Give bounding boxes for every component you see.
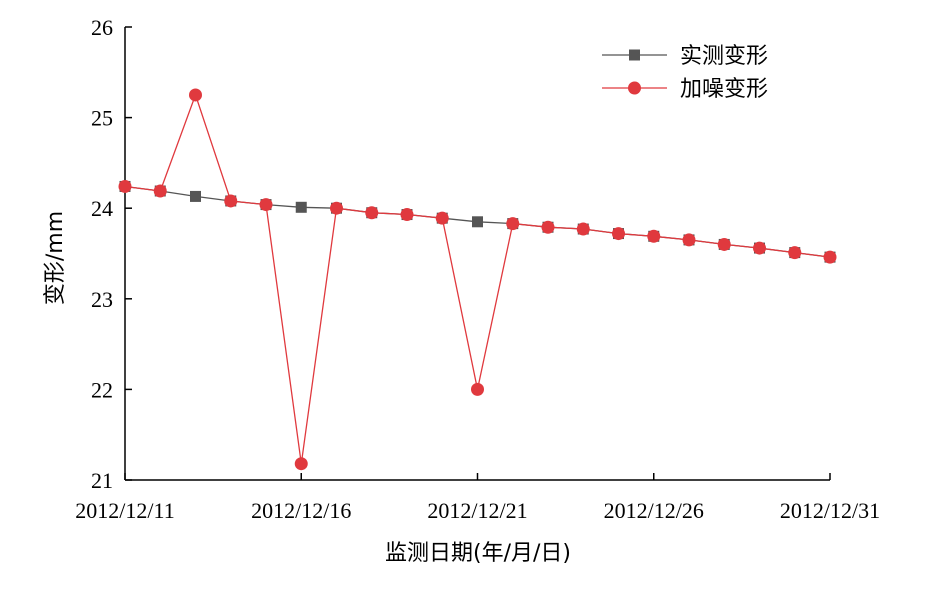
- y-tick-label: 25: [91, 106, 113, 131]
- data-point: [472, 216, 483, 228]
- data-point: [295, 201, 307, 213]
- legend-label: 加噪变形: [680, 77, 768, 102]
- data-point: [435, 211, 449, 225]
- data-point: [647, 229, 661, 243]
- data-point: [506, 217, 520, 231]
- data-point: [153, 184, 167, 198]
- series-1: [119, 180, 836, 263]
- data-point: [471, 382, 484, 396]
- legend-item: 加噪变形: [602, 77, 768, 102]
- y-tick-label: 26: [91, 15, 113, 40]
- x-tick-label: 2012/12/16: [251, 498, 351, 523]
- axes: 21 22 23 24 25 26 2012/12/11 2012/12/16 2012/12/…: [75, 15, 880, 523]
- data-point: [224, 194, 238, 208]
- data-point: [190, 190, 201, 202]
- data-point: [717, 237, 731, 251]
- data-point: [753, 241, 766, 255]
- y-axis-title: 变形/mm: [43, 211, 68, 305]
- x-tick-label: 2012/12/11: [75, 498, 174, 523]
- data-point: [576, 222, 590, 236]
- legend-marker: [628, 81, 641, 95]
- y-tick-label: 22: [91, 377, 113, 402]
- data-point: [612, 227, 625, 241]
- x-axis-title: 监测日期(年/月/日): [385, 541, 571, 566]
- data-point: [365, 206, 379, 220]
- y-tick-label: 23: [91, 287, 113, 312]
- data-point: [118, 179, 132, 193]
- data-point: [541, 220, 555, 234]
- x-tick-label: 2012/12/26: [604, 498, 704, 523]
- data-point: [294, 457, 308, 471]
- legend-marker: [629, 49, 640, 61]
- legend-item: 实测变形: [602, 44, 768, 69]
- series-layer: [118, 88, 837, 471]
- legend-label: 实测变形: [680, 44, 768, 69]
- data-point: [788, 246, 802, 260]
- series-2: [118, 88, 837, 471]
- x-tick-label: 2012/12/21: [427, 498, 527, 523]
- y-tick-label: 24: [91, 196, 113, 221]
- data-point: [189, 88, 202, 102]
- y-tick-label: 21: [91, 468, 113, 493]
- data-point: [330, 201, 343, 215]
- data-point: [682, 233, 696, 247]
- series-line: [124, 92, 831, 464]
- data-point: [400, 208, 414, 222]
- data-point: [259, 198, 273, 212]
- x-tick-label: 2012/12/31: [780, 498, 880, 523]
- data-point: [823, 250, 837, 264]
